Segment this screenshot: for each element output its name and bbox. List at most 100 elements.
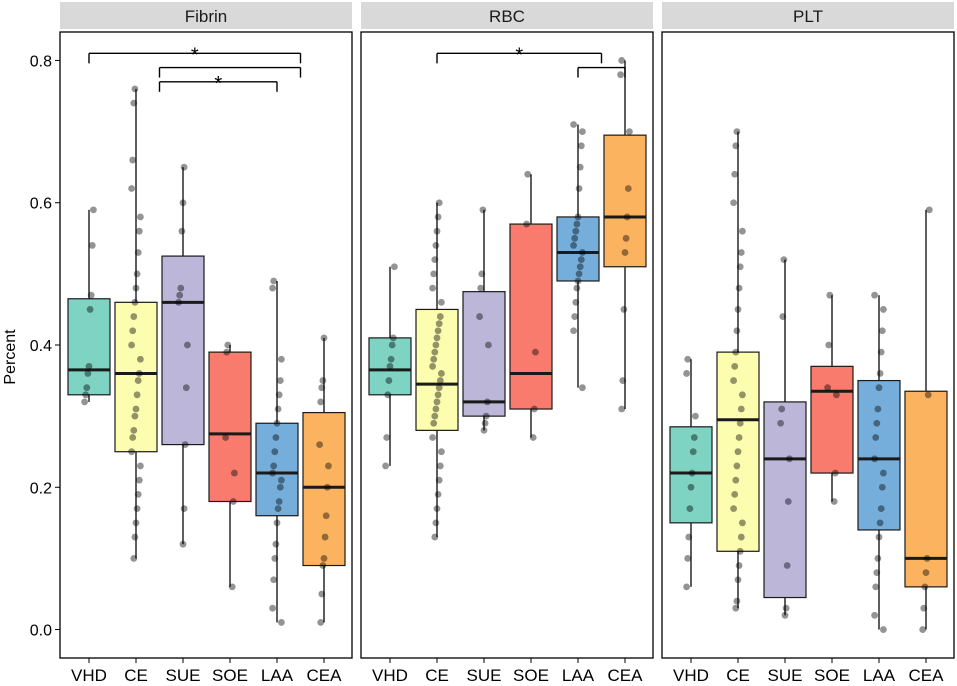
data-point xyxy=(137,213,144,221)
x-tick-label: SUE xyxy=(768,666,803,685)
data-point xyxy=(389,334,397,342)
data-point xyxy=(735,434,743,441)
data-point xyxy=(82,391,90,399)
data-point xyxy=(735,562,743,569)
box-ce xyxy=(415,199,459,541)
data-point xyxy=(436,313,444,320)
significance-bracket: * xyxy=(158,73,278,95)
y-axis-label: Percent xyxy=(2,329,19,385)
box-cea xyxy=(904,206,948,633)
iqr-box xyxy=(208,351,252,503)
box-sue xyxy=(462,206,506,434)
data-point xyxy=(617,71,624,79)
data-point xyxy=(383,434,391,441)
data-point xyxy=(685,533,693,541)
data-point xyxy=(872,583,880,591)
data-point xyxy=(786,455,793,463)
data-point xyxy=(269,604,276,612)
data-point xyxy=(877,348,885,356)
data-point xyxy=(735,284,743,292)
box-vhd xyxy=(368,263,412,470)
data-point xyxy=(830,498,838,505)
data-point xyxy=(131,85,139,93)
data-point xyxy=(734,306,742,313)
data-point xyxy=(317,398,325,406)
data-point xyxy=(134,490,142,498)
box-vhd xyxy=(669,355,713,591)
data-point xyxy=(433,227,441,235)
data-point xyxy=(272,540,280,548)
data-point xyxy=(579,384,586,392)
x-tick-label: CEA xyxy=(307,666,343,685)
data-point xyxy=(476,313,483,320)
data-point xyxy=(90,206,97,214)
data-point xyxy=(179,199,187,207)
data-point xyxy=(278,355,285,363)
data-point xyxy=(871,611,878,619)
data-point xyxy=(180,163,188,171)
iqr-box xyxy=(462,291,506,417)
facet-panels: Fibrin * * VHD CE SUE SOE LAA CEA RBC * VHD CE SUE SOE… xyxy=(59,2,955,685)
iqr-box xyxy=(716,351,760,552)
data-point xyxy=(833,391,840,399)
data-point xyxy=(873,569,881,577)
data-point xyxy=(730,377,737,384)
data-point xyxy=(877,505,885,513)
iqr-box xyxy=(603,134,647,268)
data-point xyxy=(434,327,442,335)
data-point xyxy=(923,555,931,562)
data-point xyxy=(272,434,280,441)
data-point xyxy=(876,370,884,377)
data-point xyxy=(431,348,439,356)
data-point xyxy=(431,533,439,541)
significance-label: * xyxy=(515,44,523,66)
data-point xyxy=(430,355,438,363)
panel-border xyxy=(661,31,955,659)
data-point xyxy=(481,419,489,427)
data-point xyxy=(325,462,332,470)
data-point xyxy=(618,57,626,64)
data-point xyxy=(733,462,741,470)
box-ce xyxy=(114,85,158,562)
panel-strip xyxy=(60,2,352,29)
data-point xyxy=(434,391,442,399)
data-point xyxy=(133,505,141,513)
iqr-box xyxy=(669,426,713,524)
significance-label: * xyxy=(191,44,199,66)
data-point xyxy=(384,391,392,399)
data-point xyxy=(322,512,330,520)
data-point xyxy=(273,519,281,527)
data-point xyxy=(271,555,279,562)
y-axis: 0.0 0.2 0.4 0.6 0.8 xyxy=(30,53,60,640)
significance-bracket: * xyxy=(88,44,302,66)
data-point xyxy=(732,476,740,484)
iqr-box xyxy=(368,337,412,396)
data-point xyxy=(739,227,746,235)
data-point xyxy=(429,284,436,292)
data-point xyxy=(683,583,690,591)
data-point xyxy=(132,284,140,292)
iqr-box xyxy=(509,223,553,410)
x-tick-label: CE xyxy=(425,666,449,685)
data-point xyxy=(482,412,490,420)
data-point xyxy=(571,313,579,320)
data-point xyxy=(731,362,739,370)
iqr-box xyxy=(114,301,158,453)
data-point xyxy=(876,519,884,527)
data-point xyxy=(925,206,933,214)
data-point xyxy=(684,355,692,363)
iqr-box xyxy=(556,216,600,282)
data-point xyxy=(175,298,183,306)
data-point xyxy=(133,391,141,399)
box-vhd xyxy=(67,206,111,406)
data-point xyxy=(431,256,439,264)
data-point xyxy=(223,348,231,356)
iqr-box xyxy=(302,411,346,567)
data-point xyxy=(134,377,142,384)
data-point xyxy=(269,284,276,292)
data-point xyxy=(133,270,141,278)
panel-title: PLT xyxy=(793,7,823,26)
data-point xyxy=(780,256,788,264)
panel-title: Fibrin xyxy=(185,7,228,26)
data-point xyxy=(438,298,445,306)
